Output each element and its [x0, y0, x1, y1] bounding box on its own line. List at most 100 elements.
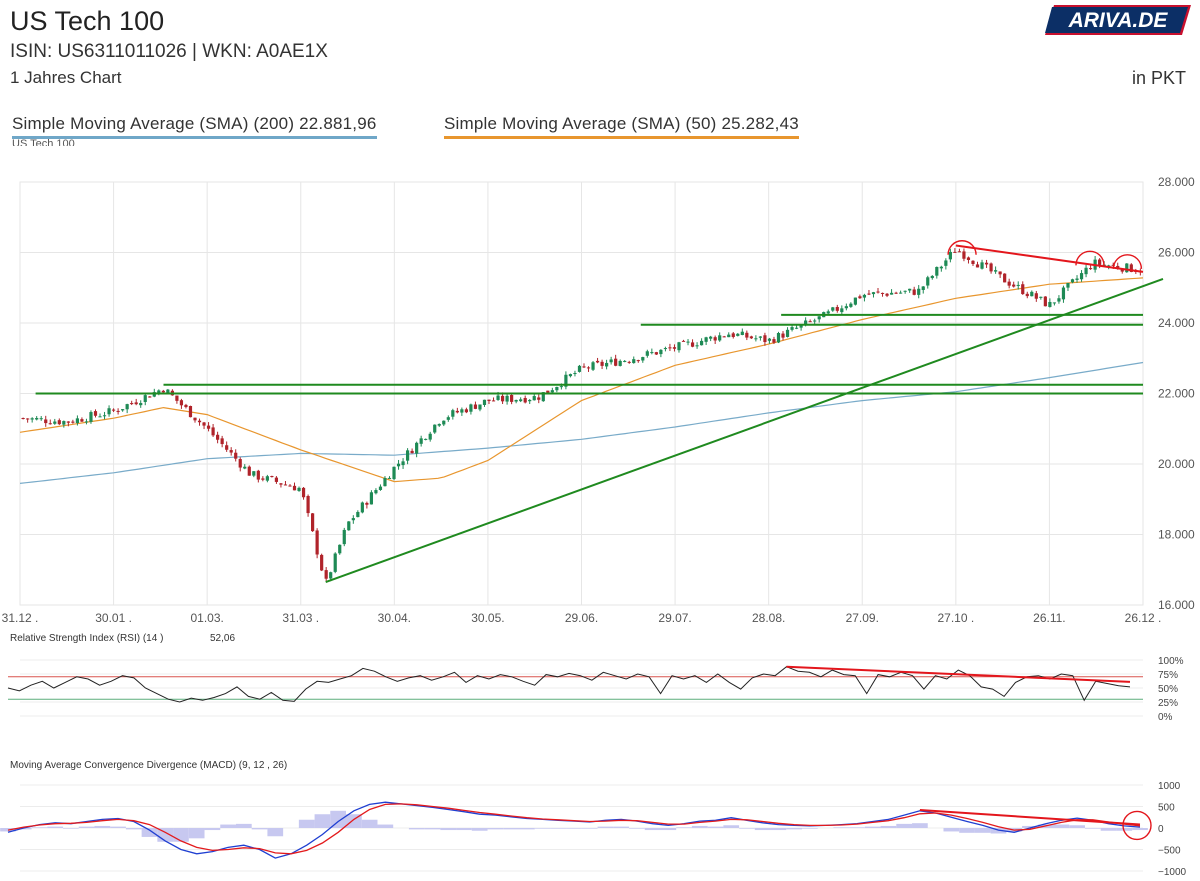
y-tick-label: 20.000	[1158, 457, 1195, 471]
candle-body	[794, 327, 799, 329]
candle-body	[1070, 279, 1075, 283]
candle-body	[704, 337, 708, 342]
candle-body	[636, 360, 640, 362]
rsi-divergence-line	[786, 665, 1131, 683]
candle-body	[283, 484, 288, 486]
candle-body	[713, 337, 717, 341]
candle-body	[184, 404, 188, 408]
candle-body	[582, 366, 586, 368]
legend-sma200[interactable]: Simple Moving Average (SMA) (200) 22.881…	[12, 114, 377, 139]
candle-body	[410, 450, 414, 454]
candle-body	[252, 471, 256, 476]
candle-body	[125, 404, 129, 410]
x-tick-label: 30.01 .	[95, 611, 132, 625]
candle-body	[57, 420, 61, 425]
macd-histogram-bar	[1084, 828, 1101, 829]
rsi-tick-label: 75%	[1158, 670, 1178, 681]
candle-body	[424, 438, 428, 440]
candle-body	[998, 271, 1002, 275]
y-tick-label: 16.000	[1158, 598, 1195, 612]
candle-body	[709, 336, 713, 339]
candle-body	[772, 339, 776, 343]
candle-body	[451, 410, 455, 417]
candle-body	[917, 288, 921, 295]
ariva-logo[interactable]: ARIVA.DE	[1044, 4, 1192, 36]
candle-body	[722, 336, 726, 338]
logo-inner	[1045, 7, 1188, 33]
candle-body	[175, 395, 179, 401]
candle-body	[111, 409, 116, 411]
candle-body	[202, 422, 206, 426]
candle-body	[39, 418, 43, 420]
x-tick-label: 26.11.	[1033, 611, 1065, 625]
macd-histogram-bar	[94, 825, 111, 828]
candle-body	[1088, 268, 1093, 270]
candle-body	[1066, 282, 1070, 288]
candle-body	[288, 485, 292, 487]
candle-body	[632, 359, 636, 364]
candle-body	[455, 410, 459, 413]
candle-body	[256, 470, 260, 480]
candle-body	[727, 334, 731, 338]
candle-body	[591, 362, 595, 370]
candle-body	[387, 477, 392, 479]
candle-body	[116, 410, 120, 412]
candle-body	[840, 308, 844, 313]
macd-tick-label: 1000	[1158, 781, 1181, 792]
candle-body	[134, 402, 138, 405]
candle-body	[749, 336, 753, 339]
x-tick-label: 30.04.	[378, 611, 411, 625]
candle-body	[53, 421, 57, 424]
candle-body	[1007, 281, 1011, 286]
candle-body	[1098, 259, 1102, 265]
candle-body	[311, 513, 315, 532]
candle-body	[80, 419, 84, 422]
candle-body	[926, 277, 930, 286]
legend-sma50[interactable]: Simple Moving Average (SMA) (50) 25.282,…	[444, 114, 799, 139]
candle-body	[487, 399, 491, 401]
candle-body	[1043, 296, 1047, 307]
candle-body	[1012, 284, 1016, 287]
candle-body	[980, 262, 984, 269]
candle-body	[1025, 293, 1029, 297]
candle-body	[849, 303, 853, 307]
candle-body	[442, 420, 446, 425]
candle-body	[500, 395, 505, 402]
candle-body	[347, 521, 351, 531]
rsi-panel: 0% 25% 50% 75% 100%	[7, 656, 1184, 723]
x-tick-label: 30.05.	[471, 611, 504, 625]
candle-body	[143, 395, 147, 402]
candle-body	[1075, 278, 1079, 280]
logo-text: ARIVA.DE	[1068, 9, 1169, 32]
candle-body	[600, 361, 604, 366]
candle-body	[550, 390, 554, 393]
candle-body	[541, 392, 545, 402]
macd-histogram-bar	[31, 827, 48, 828]
candlesticks	[21, 248, 1142, 582]
candle-body	[962, 251, 966, 259]
candle-body	[333, 553, 337, 572]
candle-body	[754, 338, 758, 340]
candle-body	[292, 485, 297, 491]
candle-body	[342, 529, 346, 545]
macd-histogram-bar	[267, 828, 284, 837]
candle-body	[166, 389, 170, 394]
candle-body	[1052, 302, 1057, 304]
macd-histogram-bar	[47, 826, 64, 828]
candle-body	[161, 390, 165, 393]
macd-histogram-bar	[188, 828, 205, 839]
candle-body	[577, 365, 582, 372]
candle-body	[360, 502, 364, 513]
candle-body	[826, 311, 830, 314]
candle-body	[699, 340, 704, 346]
candle-body	[130, 403, 134, 405]
candle-body	[935, 266, 939, 276]
macd-histogram-bar	[1116, 828, 1133, 831]
macd-histogram-bar	[629, 828, 645, 829]
candle-body	[21, 418, 25, 420]
candle-body	[813, 320, 817, 322]
macd-histogram-bar	[974, 828, 991, 833]
candle-body	[419, 438, 423, 444]
macd-histogram-bar	[110, 826, 126, 828]
candle-body	[405, 450, 410, 461]
